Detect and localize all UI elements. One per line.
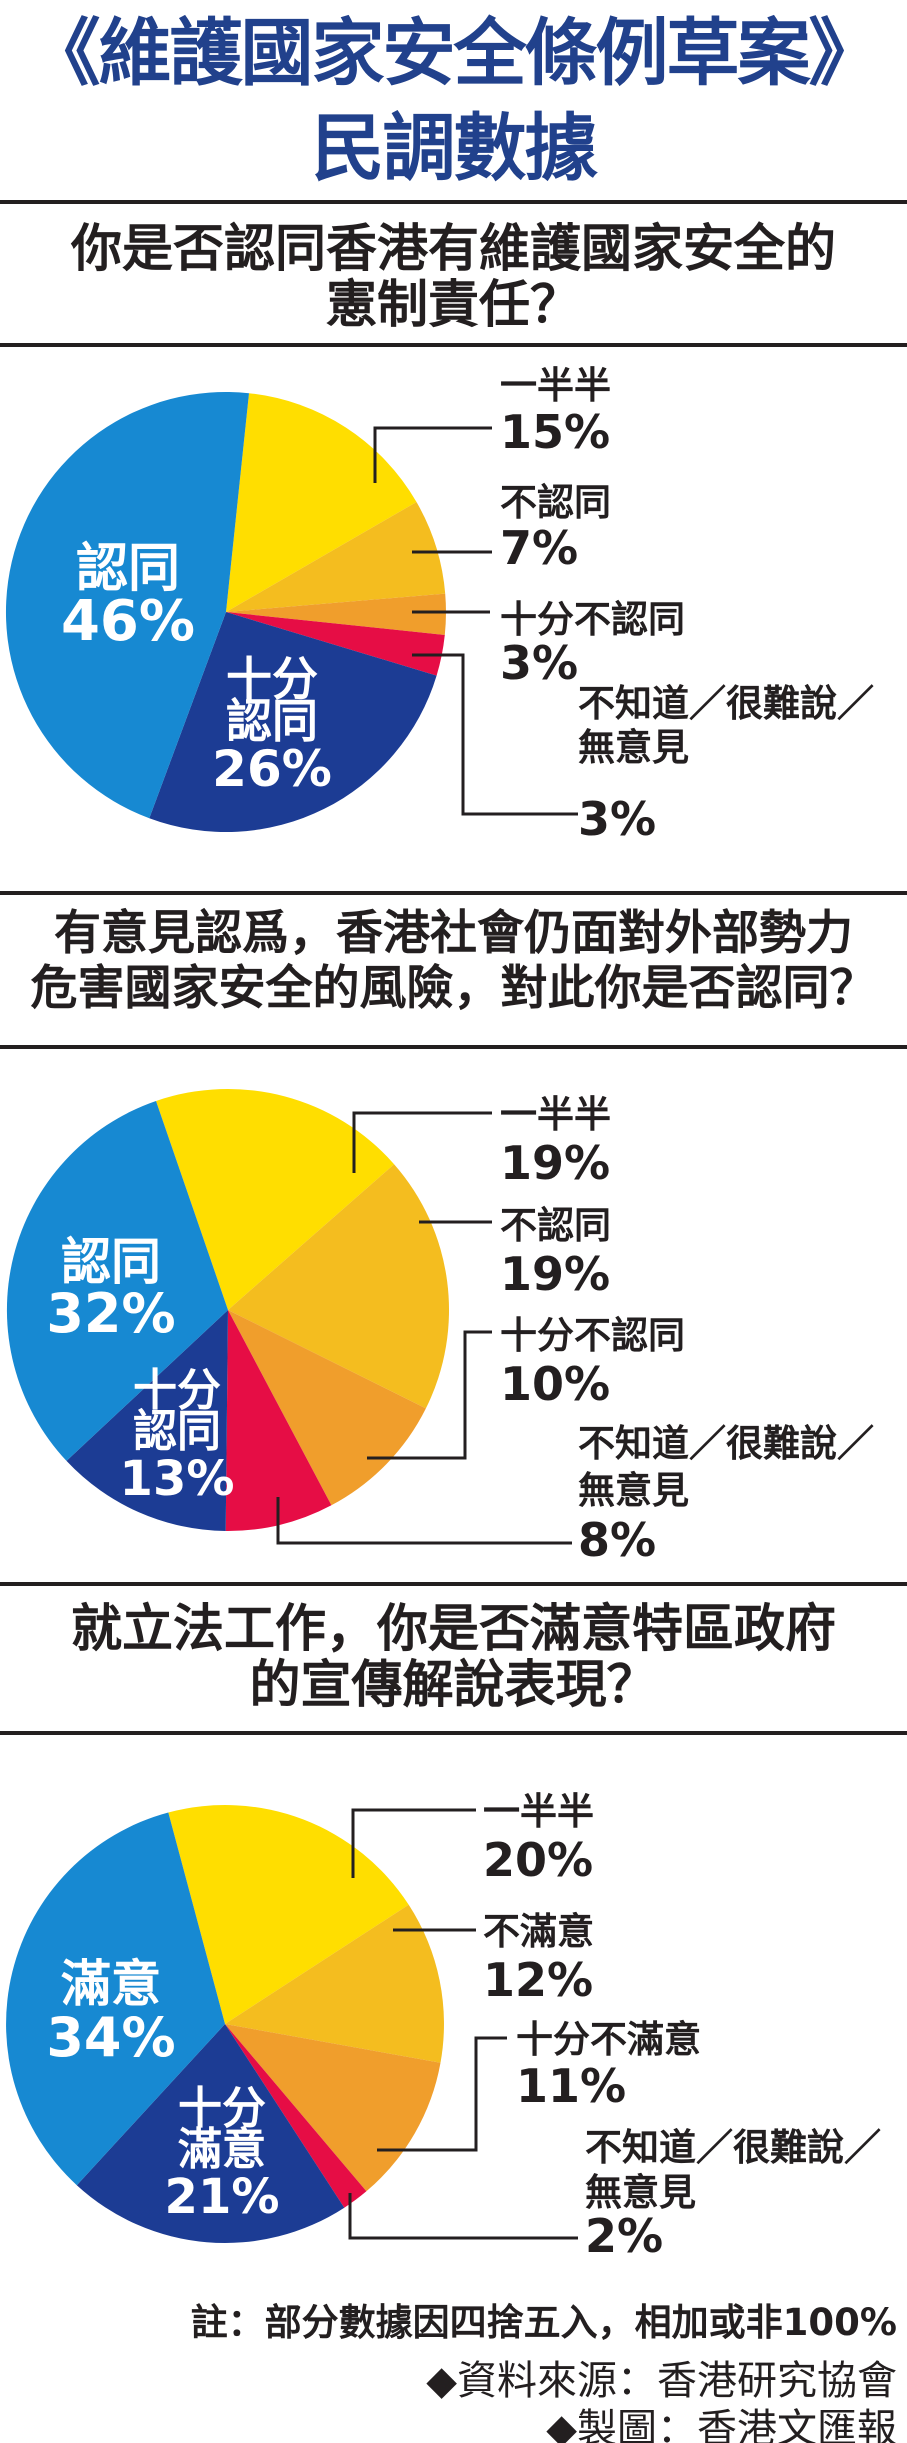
slice-value: 7% (500, 521, 578, 575)
slice-value: 12% (483, 1953, 593, 2007)
pie-chart-3: 一半半20%不滿意12%十分不滿意11%不知道／很難說／無意見2%十分滿意21%… (6, 1790, 881, 2263)
slice-label: 不知道／很難說／ (585, 2126, 881, 2169)
pie-slice-一半半 (168, 1805, 409, 2024)
question-3-line-2: 的宣傳解說表現？ (249, 1656, 658, 1715)
slice-value: 10% (500, 1357, 610, 1411)
question-3-line-1: 就立法工作，你是否滿意特區政府 (70, 1600, 836, 1659)
leader-line (373, 426, 492, 483)
slice-label: 無意見 (578, 726, 689, 769)
question-1-line-2: 憲制責任？ (325, 276, 581, 335)
slice-label-inside: 十分 (178, 2083, 266, 2134)
title-line-2: 民調數據 (311, 106, 598, 191)
rounding-note: 註：部分數據因四捨五入，相加或非100% (190, 2301, 897, 2344)
slice-label: 十分不認同 (500, 1314, 685, 1357)
leader-line (351, 1808, 476, 1878)
slice-value-inside: 34% (46, 2006, 175, 2069)
question-2-line-2: 危害國家安全的風險，對此你是否認同？ (30, 961, 877, 1016)
pie-slice-認同 (5, 391, 250, 819)
pie-slice-十分不認同 (228, 1310, 426, 1506)
slice-value: 8% (578, 1513, 656, 1567)
pie-slice-不知道／很難說／無意見 (225, 1310, 332, 1532)
title-line-1: 《維護國家安全條例草案》 (27, 11, 882, 96)
pie-slice-滿意 (6, 1812, 226, 2186)
leader-line (348, 2193, 578, 2240)
pie-slice-一半半 (226, 393, 417, 612)
pie-slice-十分滿意 (76, 2024, 345, 2244)
pie-chart-1: 一半半15%不認同7%十分不認同3%不知道／很難說／無意見3%十分認同26%認同… (5, 364, 874, 846)
data-source-credit: ◆資料來源：香港研究協會 (426, 2358, 897, 2404)
slice-value: 3% (578, 792, 656, 846)
slice-label: 一半半 (483, 1790, 594, 1833)
pie-slice-一半半 (156, 1088, 395, 1310)
slice-label-inside: 認同 (61, 1233, 161, 1291)
leader-line (352, 1111, 492, 1173)
slice-value: 19% (500, 1136, 610, 1190)
pie-slice-十分認同 (149, 612, 437, 833)
slice-label-inside: 滿意 (178, 2124, 266, 2175)
slice-label-inside: 認同 (133, 1406, 221, 1457)
pie-slice-十分不認同 (226, 593, 446, 635)
pie-slice-不滿意 (225, 1904, 444, 2063)
slice-value-inside: 13% (120, 1451, 235, 1507)
slice-label: 一半半 (500, 1093, 611, 1136)
divider-rule (0, 891, 907, 895)
pie-slice-十分認同 (66, 1310, 228, 1531)
slice-value-inside: 21% (165, 2169, 280, 2225)
slice-value: 15% (500, 405, 610, 459)
slice-label: 無意見 (585, 2171, 696, 2214)
leader-line (276, 1497, 572, 1545)
divider-rule (0, 1582, 907, 1586)
slice-label: 無意見 (578, 1469, 689, 1512)
pie-slice-不知道／很難說／無意見 (226, 612, 445, 676)
slice-label: 十分不滿意 (516, 2018, 701, 2061)
slice-label: 十分不認同 (500, 598, 685, 641)
question-1: 你是否認同香港有維護國家安全的 憲制責任？ (0, 222, 907, 334)
question-1-line-1: 你是否認同香港有維護國家安全的 (70, 220, 836, 279)
slice-label-inside: 滿意 (61, 1955, 161, 2013)
slice-label-inside: 認同 (226, 694, 318, 748)
divider-rule (0, 343, 907, 347)
slice-label: 不知道／很難說／ (578, 682, 874, 725)
pie-slice-不認同 (228, 1164, 450, 1409)
leader-line (412, 653, 578, 816)
question-2-line-1: 有意見認爲，香港社會仍面對外部勢力 (54, 906, 853, 961)
question-3: 就立法工作，你是否滿意特區政府 的宣傳解說表現？ (0, 1602, 907, 1714)
slice-value: 2% (585, 2209, 663, 2263)
graphic-credit: ◆製圖：香港文匯報 (546, 2406, 897, 2443)
question-2: 有意見認爲，香港社會仍面對外部勢力 危害國家安全的風險，對此你是否認同？ (0, 906, 907, 1016)
slice-value-inside: 46% (61, 589, 195, 654)
pie-slice-認同 (6, 1101, 228, 1461)
slice-value: 11% (516, 2059, 626, 2113)
divider-rule (0, 1731, 907, 1735)
slice-label: 不滿意 (483, 1910, 594, 1953)
slice-value: 20% (483, 1833, 593, 1887)
leader-line (367, 1330, 492, 1460)
divider-rule (0, 200, 907, 204)
slice-label-inside: 十分 (226, 652, 318, 706)
slice-label: 一半半 (500, 364, 611, 407)
slice-label: 不認同 (500, 481, 611, 524)
slice-value-inside: 32% (46, 1282, 175, 1345)
slice-value: 3% (500, 636, 578, 690)
slice-label: 不知道／很難說／ (578, 1422, 874, 1465)
pie-chart-2: 一半半19%不認同19%十分不認同10%不知道／很難說／無意見8%十分認同13%… (6, 1088, 874, 1567)
slice-label-inside: 認同 (76, 539, 180, 599)
pie-slice-不認同 (226, 502, 446, 612)
page-title: 《維護國家安全條例草案》 民調數據 (0, 6, 907, 196)
leader-line (377, 2036, 507, 2152)
divider-rule (0, 1045, 907, 1049)
slice-label-inside: 十分 (133, 1365, 221, 1416)
pie-slice-不知道／很難說／無意見 (225, 2024, 367, 2208)
slice-label: 不認同 (500, 1204, 611, 1247)
slice-value: 19% (500, 1247, 610, 1301)
slice-value-inside: 26% (212, 740, 332, 798)
